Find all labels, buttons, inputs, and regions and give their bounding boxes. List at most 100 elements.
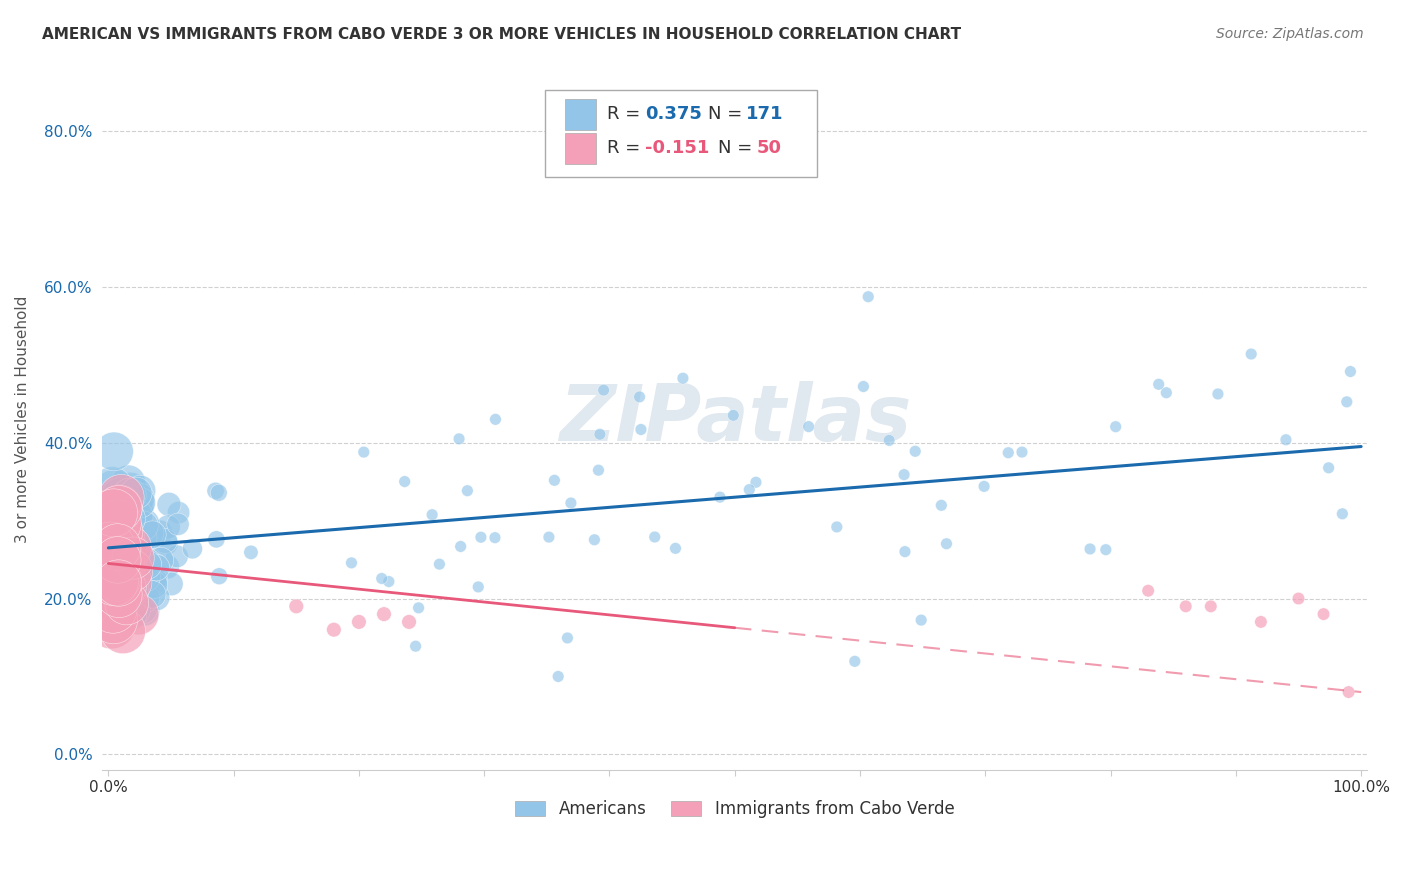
Text: AMERICAN VS IMMIGRANTS FROM CABO VERDE 3 OR MORE VEHICLES IN HOUSEHOLD CORRELATI: AMERICAN VS IMMIGRANTS FROM CABO VERDE 3… — [42, 27, 962, 42]
Point — [484, 412, 506, 426]
Point — [101, 538, 124, 552]
Point — [894, 544, 917, 558]
Point — [122, 603, 145, 617]
Point — [124, 506, 146, 520]
Point — [110, 490, 132, 504]
Point — [450, 540, 472, 554]
Point — [114, 524, 136, 538]
Point — [1275, 433, 1298, 447]
Point — [108, 500, 131, 515]
Point — [103, 444, 125, 458]
Point — [910, 613, 932, 627]
Point — [1156, 385, 1178, 400]
Point — [107, 543, 129, 558]
Point — [153, 533, 176, 548]
Point — [166, 549, 188, 564]
Point — [1339, 365, 1361, 379]
Point — [394, 475, 416, 489]
Point — [128, 499, 150, 513]
Point — [105, 520, 128, 534]
Point — [103, 541, 125, 556]
Point — [100, 552, 122, 566]
FancyBboxPatch shape — [546, 89, 817, 178]
Point — [108, 524, 131, 538]
Text: -0.151: -0.151 — [645, 139, 709, 157]
Point — [114, 504, 136, 518]
Point — [208, 485, 231, 500]
Point — [484, 531, 506, 545]
Point — [149, 526, 172, 541]
Point — [118, 541, 141, 555]
Point — [589, 427, 612, 442]
Point — [1137, 583, 1160, 598]
Point — [160, 577, 183, 591]
Point — [583, 533, 606, 547]
Point — [129, 483, 152, 498]
Point — [101, 479, 124, 493]
Point — [110, 549, 132, 563]
Point — [134, 581, 156, 595]
Point — [470, 530, 492, 544]
Point — [101, 543, 124, 558]
Point — [117, 554, 139, 568]
Point — [745, 475, 768, 490]
Point — [378, 574, 401, 589]
Point — [997, 446, 1019, 460]
Point — [122, 547, 145, 561]
Point — [398, 615, 420, 629]
Point — [107, 567, 129, 582]
Point — [115, 573, 138, 587]
Point — [128, 607, 150, 622]
Point — [370, 572, 392, 586]
Point — [1199, 599, 1222, 614]
Point — [122, 496, 145, 510]
Point — [127, 501, 149, 516]
Text: N =: N = — [718, 139, 758, 157]
Point — [121, 564, 143, 578]
Point — [429, 557, 451, 571]
Point — [111, 553, 134, 567]
Point — [100, 617, 122, 632]
Point — [107, 569, 129, 583]
Point — [110, 509, 132, 524]
Point — [112, 558, 135, 573]
Point — [108, 533, 131, 548]
Text: ZIPatlas: ZIPatlas — [558, 381, 911, 458]
Point — [117, 556, 139, 570]
Point — [134, 554, 156, 568]
Point — [181, 541, 204, 556]
Point — [103, 595, 125, 609]
Point — [112, 542, 135, 557]
Point — [285, 599, 308, 614]
Point — [155, 536, 177, 550]
Point — [139, 526, 162, 541]
Point — [136, 527, 159, 541]
Point — [167, 517, 190, 532]
Point — [134, 516, 156, 531]
Point — [121, 583, 143, 598]
Point — [136, 558, 159, 572]
Point — [1105, 419, 1128, 434]
Point — [98, 570, 121, 584]
Point — [208, 569, 231, 583]
Point — [1011, 445, 1033, 459]
Point — [115, 596, 138, 610]
Point — [125, 501, 148, 516]
Point — [100, 529, 122, 543]
Point — [467, 580, 489, 594]
Point — [108, 501, 131, 516]
Point — [1147, 377, 1170, 392]
Text: R =: R = — [607, 139, 645, 157]
Point — [112, 569, 135, 583]
Legend: Americans, Immigrants from Cabo Verde: Americans, Immigrants from Cabo Verde — [509, 794, 962, 825]
Point — [456, 483, 478, 498]
Point — [340, 556, 363, 570]
Point — [825, 520, 848, 534]
Point — [373, 607, 395, 621]
Point — [107, 544, 129, 558]
Text: R =: R = — [607, 105, 645, 123]
Point — [157, 520, 180, 534]
Point — [108, 544, 131, 558]
Point — [664, 541, 686, 556]
Point — [1312, 607, 1334, 621]
